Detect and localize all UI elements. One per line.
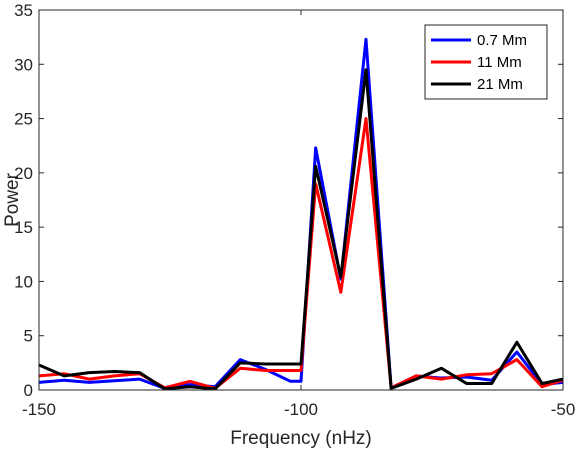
series-layer (38, 37, 564, 391)
x-tick-label-2: -50 (551, 400, 576, 419)
y-axis-title: Power (2, 172, 23, 227)
series-line-1 (38, 117, 564, 390)
y-tick-label-4: 20 (14, 164, 33, 183)
x-axis-title: Frequency (nHz) (230, 428, 372, 449)
y-tick-label-1: 5 (24, 327, 33, 346)
series-line-2 (38, 68, 564, 391)
legend-label-1: 11 Mm (477, 54, 522, 71)
y-tick-label-6: 30 (14, 55, 33, 74)
y-tick-label-0: 0 (24, 381, 33, 400)
x-tick-label-1: -100 (284, 400, 318, 419)
tick-layer: -150 -100 -50 0 5 10 15 20 25 30 35 (14, 1, 575, 419)
y-tick-label-2: 10 (14, 272, 33, 291)
legend: 0.7 Mm 11 Mm 21 Mm (424, 24, 548, 100)
legend-label-2: 21 Mm (477, 76, 523, 93)
series-line-0 (38, 37, 564, 390)
y-tick-label-5: 25 (14, 110, 33, 129)
legend-label-0: 0.7 Mm (477, 32, 527, 49)
x-tick-label-0: -150 (22, 400, 56, 419)
y-tick-label-3: 15 (14, 218, 33, 237)
y-tick-label-7: 35 (14, 1, 33, 20)
